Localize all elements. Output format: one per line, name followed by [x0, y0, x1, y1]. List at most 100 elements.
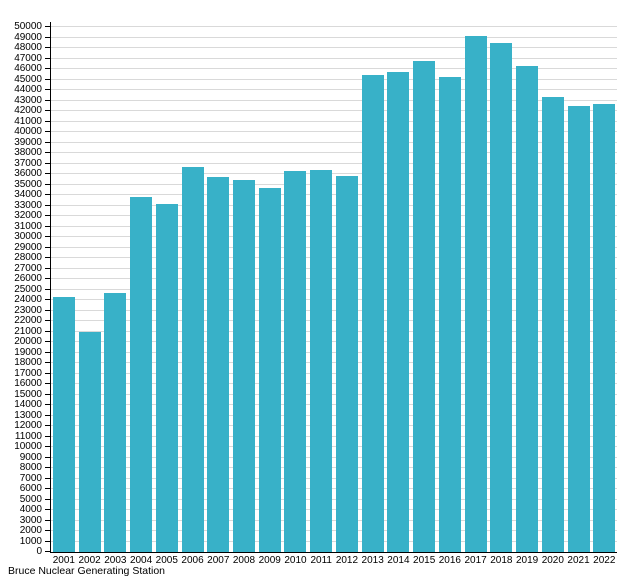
bar-2013: [361, 75, 384, 552]
gridline-20000: [51, 341, 617, 342]
y-axis-label-5000: 5000: [19, 493, 42, 505]
y-axis-label-15000: 15000: [14, 388, 42, 400]
y-axis-label-13000: 13000: [14, 409, 42, 421]
y-axis-tick-13000: [45, 414, 50, 416]
bar-2009: [258, 187, 281, 552]
bar-slot-2011: [308, 22, 334, 552]
y-axis-label-25000: 25000: [14, 283, 42, 295]
x-axis-label-2010: 2010: [284, 555, 307, 566]
y-axis-label-37000: 37000: [14, 157, 42, 169]
gridline-38000: [51, 152, 617, 153]
y-axis-tick-7000: [45, 477, 50, 479]
y-axis-label-4000: 4000: [19, 504, 42, 515]
y-axis-tick-37000: [45, 162, 50, 164]
y-axis-tick-27000: [45, 267, 50, 269]
gridline-49000: [51, 36, 617, 38]
y-axis-label-29000: 29000: [14, 241, 42, 253]
bar-2002: [78, 331, 101, 552]
gridline-18000: [51, 362, 617, 363]
x-axis-label-2018: 2018: [490, 555, 513, 566]
bar-slot-2014: [386, 22, 412, 552]
gridline-21000: [51, 330, 617, 332]
bar-2010: [284, 170, 307, 552]
y-axis-label-21000: 21000: [14, 325, 42, 337]
gridline-22000: [51, 320, 617, 321]
bar-slot-2015: [411, 22, 437, 552]
gridline-9000: [51, 456, 617, 458]
x-axis-label-2005: 2005: [155, 555, 178, 566]
y-axis-tick-45000: [45, 78, 50, 80]
y-axis-label-0: 0: [36, 546, 42, 557]
gridline-31000: [51, 225, 617, 227]
y-axis-tick-20000: [45, 341, 50, 342]
gridline-14000: [51, 404, 617, 405]
y-axis-tick-18000: [45, 362, 50, 363]
y-axis-tick-31000: [45, 225, 50, 227]
y-axis-tick-1000: [45, 540, 50, 542]
y-axis-tick-33000: [45, 204, 50, 206]
y-axis-tick-0: [45, 551, 50, 552]
y-axis-tick-50000: [45, 26, 50, 27]
gridline-17000: [51, 372, 617, 374]
bar-slot-2003: [102, 22, 128, 552]
y-axis-tick-35000: [45, 183, 50, 185]
bar-2005: [155, 204, 178, 552]
plot-area: 0 1000 2000 3000 4000 5000 6000 7000 8000 9000 100…: [14, 22, 617, 557]
bar-slot-2004: [128, 22, 154, 552]
y-axis-label-35000: 35000: [14, 178, 42, 190]
chart-caption: Bruce Nuclear Generating Station: [8, 565, 166, 577]
y-axis-label-18000: 18000: [14, 357, 42, 368]
gridline-13000: [51, 414, 617, 416]
y-axis-label-16000: 16000: [14, 378, 42, 389]
bar-2017: [464, 36, 487, 552]
y-axis-tick-25000: [45, 288, 50, 290]
x-axis-label-2001: 2001: [52, 555, 75, 566]
y-axis-label-46000: 46000: [14, 63, 42, 74]
gridline-33000: [51, 204, 617, 206]
y-axis-label-9000: 9000: [19, 451, 42, 463]
bar-slot-2022: [591, 22, 617, 552]
y-axis-label-3000: 3000: [19, 514, 42, 526]
x-axis-label-2016: 2016: [438, 555, 461, 566]
y-axis-tick-43000: [45, 99, 50, 101]
y-axis-tick-26000: [45, 278, 50, 279]
y-axis-label-27000: 27000: [14, 262, 42, 274]
x-axis-label-2006: 2006: [181, 555, 204, 566]
y-axis-label-24000: 24000: [14, 294, 42, 305]
bar-slot-2018: [488, 22, 514, 552]
gridline-42000: [51, 110, 617, 111]
y-axis-label-48000: 48000: [14, 42, 42, 53]
gridline-2000: [51, 530, 617, 531]
x-axis-label-2002: 2002: [78, 555, 101, 566]
y-axis-tick-15000: [45, 393, 50, 395]
y-axis-tick-39000: [45, 141, 50, 143]
y-axis-tick-49000: [45, 36, 50, 38]
y-axis-tick-8000: [45, 467, 50, 468]
x-axis-label-2021: 2021: [567, 555, 590, 566]
bar-slot-2020: [540, 22, 566, 552]
y-axis-label-28000: 28000: [14, 252, 42, 263]
y-axis-label-12000: 12000: [14, 420, 42, 431]
x-axis-label-2013: 2013: [361, 555, 384, 566]
y-axis-tick-16000: [45, 383, 50, 384]
y-axis-label-6000: 6000: [19, 483, 42, 494]
x-axis-label-2022: 2022: [593, 555, 616, 566]
y-axis-label-7000: 7000: [19, 472, 42, 484]
y-axis-tick-22000: [45, 320, 50, 321]
y-axis-tick-42000: [45, 110, 50, 111]
bar-2016: [438, 77, 461, 552]
y-axis-tick-4000: [45, 509, 50, 510]
gridline-23000: [51, 309, 617, 311]
gridline-4000: [51, 509, 617, 510]
gridline-41000: [51, 120, 617, 122]
y-axis-tick-47000: [45, 57, 50, 59]
y-axis-label-49000: 49000: [14, 31, 42, 43]
gridline-32000: [51, 215, 617, 216]
x-axis-label-2007: 2007: [207, 555, 230, 566]
gridline-5000: [51, 498, 617, 500]
x-axis-label-2008: 2008: [232, 555, 256, 566]
bar-slot-2009: [257, 22, 283, 552]
y-axis-label-26000: 26000: [14, 273, 42, 284]
bar-2014: [387, 72, 410, 552]
y-axis-label-38000: 38000: [14, 147, 42, 158]
